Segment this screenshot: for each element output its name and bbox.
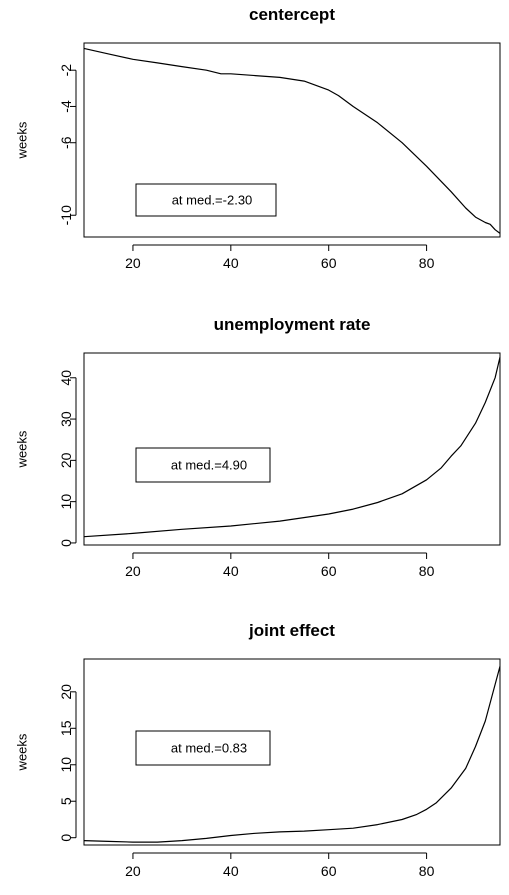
x-tick-label: 60 xyxy=(321,863,337,879)
chart-panel-1: centercept 20 40 60 80 -2 -4 -6 -10 weeks at med.=… xyxy=(15,5,501,271)
annotation-text: at med.=4.90 xyxy=(171,458,247,473)
chart-title: centercept xyxy=(249,5,335,24)
y-tick-label: 30 xyxy=(58,411,74,427)
y-axis-label: weeks xyxy=(15,121,30,159)
series-line-1 xyxy=(83,666,501,843)
x-tick-label: 60 xyxy=(321,255,337,271)
x-tick-label: 60 xyxy=(321,563,337,579)
x-tick-label: 20 xyxy=(125,563,141,579)
series-line-1 xyxy=(83,356,501,538)
y-tick-label: -10 xyxy=(58,205,74,225)
x-tick-label: 40 xyxy=(223,863,239,879)
y-tick-label: 20 xyxy=(58,452,74,468)
plot-frame xyxy=(83,352,501,546)
annotation-text: at med.=-2.30 xyxy=(172,193,253,208)
y-axis-label: weeks xyxy=(15,733,30,771)
annotation-text: at med.=0.83 xyxy=(171,741,247,756)
y-tick-label: 0 xyxy=(58,834,74,842)
x-tick-label: 20 xyxy=(125,863,141,879)
y-tick-label: 15 xyxy=(58,720,74,736)
series-line-1 xyxy=(83,47,501,234)
x-tick-label: 20 xyxy=(125,255,141,271)
annotation-box xyxy=(135,730,271,766)
x-tick-label: 80 xyxy=(419,255,435,271)
y-tick-label: 40 xyxy=(58,370,74,386)
y-tick-label: 5 xyxy=(58,797,74,805)
chart-panel-2: unemployment rate 20 40 60 80 0 10 20 30 40 weeks a… xyxy=(15,315,501,579)
y-axis-label: weeks xyxy=(15,430,30,468)
x-tick-label: 40 xyxy=(223,255,239,271)
x-tick-label: 40 xyxy=(223,563,239,579)
chart-title: joint effect xyxy=(248,621,335,640)
annotation-box xyxy=(135,447,271,483)
y-tick-label: -4 xyxy=(58,100,74,113)
plot-frame xyxy=(83,658,501,846)
y-tick-label: -2 xyxy=(58,64,74,77)
plot-frame xyxy=(83,42,501,238)
x-tick-label: 80 xyxy=(419,563,435,579)
chart-title: unemployment rate xyxy=(214,315,371,334)
y-tick-label: 20 xyxy=(58,684,74,700)
y-tick-label: 10 xyxy=(58,494,74,510)
annotation-box xyxy=(135,183,277,217)
chart-panel-3: joint effect 20 40 60 80 0 5 10 15 20 weeks at med.… xyxy=(15,621,501,879)
y-tick-label: -6 xyxy=(58,136,74,149)
y-tick-label: 0 xyxy=(58,539,74,547)
y-tick-label: 10 xyxy=(58,757,74,773)
x-tick-label: 80 xyxy=(419,863,435,879)
